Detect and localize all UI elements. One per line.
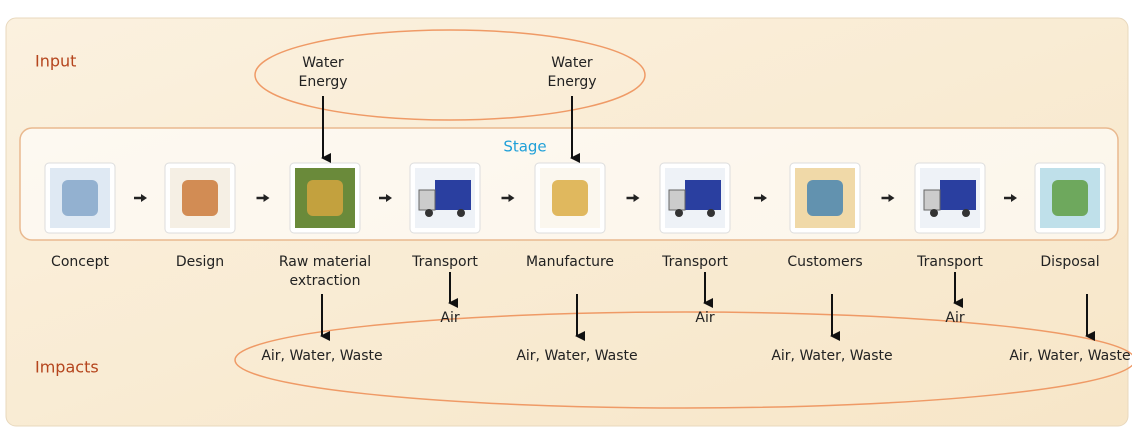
stage-name: Raw material xyxy=(279,254,371,270)
stage-name: Design xyxy=(176,254,224,270)
stage-name: Transport xyxy=(661,254,728,270)
transport-impact: Air xyxy=(695,310,714,326)
input-text: Water xyxy=(551,55,593,71)
input-label: Input xyxy=(35,52,76,71)
truck-cab xyxy=(418,189,436,211)
input-ellipse xyxy=(254,29,646,121)
input-text: Energy xyxy=(547,74,596,90)
truck-cargo xyxy=(435,180,471,210)
stage-name: Disposal xyxy=(1040,254,1099,270)
flow-arrow-head xyxy=(508,194,515,202)
stage-impact: Air, Water, Waste xyxy=(516,348,637,364)
wheel xyxy=(457,209,465,217)
icon-detail xyxy=(62,180,98,216)
stage-impact: Air, Water, Waste xyxy=(261,348,382,364)
stage-name: Transport xyxy=(916,254,983,270)
impacts-label: Impacts xyxy=(35,358,99,377)
wheel xyxy=(930,209,938,217)
flow-arrow-head xyxy=(141,194,147,202)
wheel xyxy=(707,209,715,217)
impacts-ellipse xyxy=(234,311,1132,409)
stage-impact: Air, Water, Waste xyxy=(1009,348,1130,364)
truck-cab xyxy=(923,189,941,211)
icon-detail xyxy=(182,180,218,216)
flow-arrow-head xyxy=(633,194,640,202)
flow-arrow-head xyxy=(1011,194,1017,202)
transport-impact: Air xyxy=(440,310,459,326)
stage-label: Stage xyxy=(503,138,546,156)
icon-detail xyxy=(807,180,843,216)
stage-name: Manufacture xyxy=(526,254,614,270)
icon-detail xyxy=(1052,180,1088,216)
wheel xyxy=(675,209,683,217)
truck-cargo xyxy=(940,180,976,210)
truck-cab xyxy=(668,189,686,211)
stage-name: Transport xyxy=(411,254,478,270)
flow-arrow-head xyxy=(263,194,270,202)
stage-name: extraction xyxy=(290,273,361,289)
input-text: Energy xyxy=(298,74,347,90)
flow-arrow-head xyxy=(761,194,767,202)
icon-detail xyxy=(307,180,343,216)
content: Concept Design Raw material extraction Trans… xyxy=(44,55,1131,364)
icon-detail xyxy=(552,180,588,216)
wheel xyxy=(425,209,433,217)
stage-name: Customers xyxy=(787,254,862,270)
stage-impact: Air, Water, Waste xyxy=(771,348,892,364)
wheel xyxy=(962,209,970,217)
stage-name: Concept xyxy=(51,254,109,270)
flow-arrow-head xyxy=(888,194,895,202)
input-text: Water xyxy=(302,55,344,71)
flow-arrow-head xyxy=(386,194,392,202)
transport-impact: Air xyxy=(945,310,964,326)
truck-cargo xyxy=(685,180,721,210)
